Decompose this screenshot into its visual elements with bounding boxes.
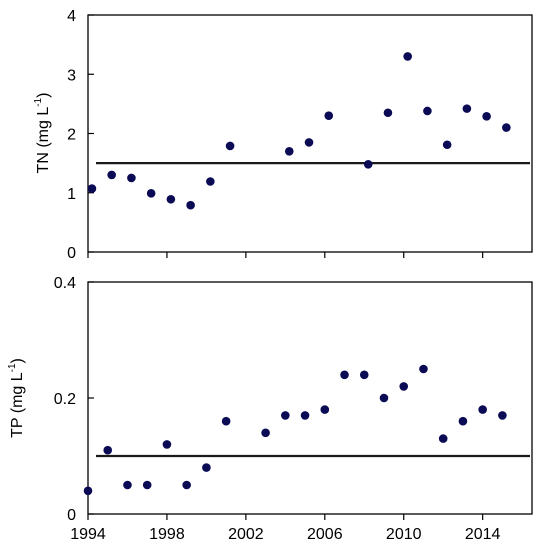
tn-y-tick-label: 1 — [67, 186, 76, 203]
tn-data-point — [225, 141, 235, 151]
tn-data-point — [502, 123, 511, 132]
tp-data-point — [399, 382, 409, 391]
tp-x-tick-label: 1994 — [70, 526, 106, 543]
tp-y-tick-label: 0.4 — [54, 275, 76, 292]
tn-y-axis-label: TN (mg L-1) — [33, 93, 52, 174]
tn-data-point — [304, 138, 314, 147]
tp-y-axis-label-main: TP (mg L — [9, 372, 26, 438]
tp-y-axis-label-sup: -1 — [7, 363, 18, 372]
tp-data-point — [340, 370, 349, 380]
tp-y-tick-label: 0.2 — [54, 391, 76, 408]
tp-x-tick-label: 2002 — [228, 526, 264, 543]
tp-x-tick-label: 2014 — [465, 526, 501, 543]
tp-data-point — [359, 370, 369, 380]
tp-data-point — [281, 411, 290, 420]
tp-data-point — [103, 445, 113, 455]
tp-data-point — [142, 480, 152, 490]
tp-marks: 0 0.2 0.4 1994 1998 2002 2006 2010 2014 — [54, 275, 530, 543]
tp-data-point — [320, 405, 330, 414]
tp-data-point — [123, 480, 132, 490]
tp-data-point — [379, 393, 389, 403]
tn-panel: 0 1 2 3 4 TN (mg L-1) — [33, 8, 533, 262]
tn-y-axis-label-main: TN (mg L — [35, 107, 52, 174]
tn-data-point — [107, 170, 116, 180]
tp-data-point — [300, 411, 310, 420]
tp-data-point — [458, 416, 468, 426]
tn-data-point — [284, 146, 294, 156]
tn-data-point — [403, 52, 412, 61]
tn-data-point — [442, 140, 452, 150]
tp-plot-frame — [87, 281, 533, 515]
tn-data-point — [87, 184, 97, 193]
tn-data-point — [423, 106, 432, 116]
tn-data-point — [363, 160, 373, 169]
tn-y-axis-label-end: ) — [35, 93, 52, 98]
tn-y-tick-label: 2 — [67, 127, 76, 144]
tp-data-point — [221, 416, 231, 426]
tp-data-point — [261, 428, 270, 438]
tp-x-tick-label: 2010 — [386, 526, 422, 543]
tp-data-point — [478, 405, 487, 414]
tn-y-tick-label: 4 — [67, 8, 76, 25]
tn-plot-frame — [87, 14, 533, 253]
tp-y-tick-label: 0 — [67, 507, 76, 524]
tp-data-point — [182, 480, 191, 490]
tn-data-point — [383, 108, 393, 118]
tp-x-tick-label: 1998 — [149, 526, 185, 543]
tp-y-axis-label-end: ) — [9, 358, 26, 363]
tn-marks: 0 1 2 3 4 — [67, 8, 530, 262]
tp-panel: 0 0.2 0.4 1994 1998 2002 2006 2010 2014 TP (mg L… — [7, 275, 533, 543]
tn-data-point — [166, 194, 176, 204]
tn-data-point — [127, 173, 136, 183]
tp-data-point — [202, 463, 211, 472]
tp-data-point — [498, 411, 507, 420]
tn-data-point — [206, 177, 215, 186]
tn-data-point — [324, 111, 334, 121]
tn-y-axis-label-sup: -1 — [33, 97, 44, 106]
tp-data-point — [83, 486, 93, 496]
tp-data-point — [162, 440, 172, 449]
tn-data-point — [482, 112, 491, 121]
tn-data-point — [146, 189, 156, 198]
tn-y-tick-label: 3 — [67, 67, 76, 84]
tp-x-tick-label: 2006 — [307, 526, 343, 543]
tp-data-point — [419, 364, 428, 374]
tp-data-point — [438, 434, 448, 443]
tn-data-point — [186, 200, 195, 210]
tp-y-axis-label: TP (mg L-1) — [7, 358, 26, 438]
tn-y-tick-label: 0 — [67, 245, 76, 262]
tn-data-point — [462, 104, 472, 113]
